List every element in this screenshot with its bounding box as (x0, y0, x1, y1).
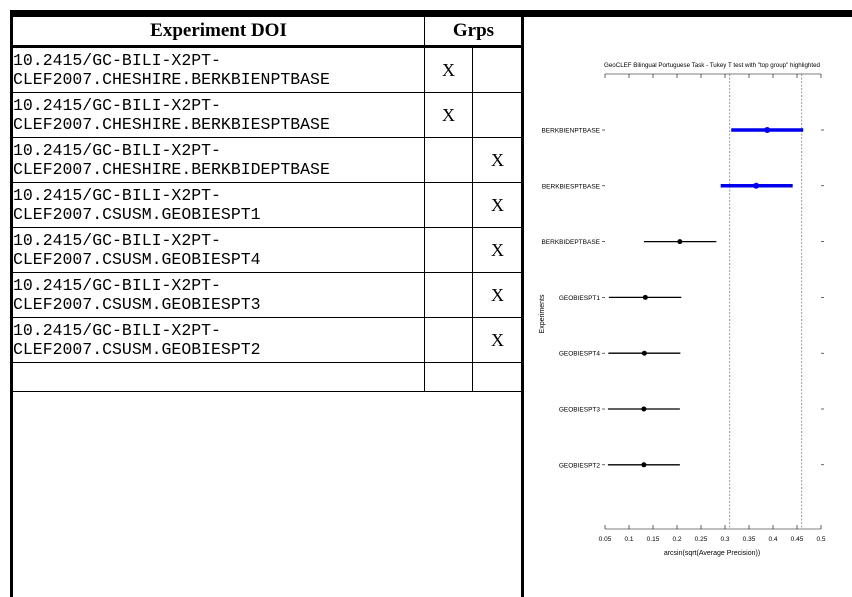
group-2-mark: X (472, 272, 523, 318)
x-tick-label: 0.1 (624, 536, 633, 543)
y-tick-label: GEOBIESPT4 (559, 351, 601, 358)
blank-cell (472, 362, 523, 392)
group-1-mark: X (424, 92, 473, 138)
group-1-mark (424, 227, 473, 273)
group-2-mark: X (472, 182, 523, 228)
blank-cell (12, 362, 425, 392)
group-1-mark: X (424, 46, 473, 93)
x-tick-label: 0.5 (816, 536, 825, 543)
center-divider (521, 10, 524, 597)
chart-ylabel: Experiments (539, 294, 546, 333)
doi-line-2: CLEF2007.CHESHIRE.BERKBIENPTBASE (13, 70, 330, 89)
doi-line-2: CLEF2007.CSUSM.GEOBIESPT2 (13, 340, 261, 359)
group-2-mark: X (472, 137, 523, 183)
experiment-doi-cell: 10.2415/GC-BILI-X2PT- CLEF2007.CSUSM.GEOB… (12, 272, 425, 318)
y-tick-label: BERKBIESPTBASE (542, 183, 601, 190)
table-row: 10.2415/GC-BILI-X2PT- CLEF2007.CSUSM.GEOB… (12, 317, 523, 363)
header-grps: Grps (424, 16, 523, 48)
x-tick-label: 0.15 (647, 536, 660, 543)
group-2-mark (472, 92, 523, 138)
experiment-doi-cell: 10.2415/GC-BILI-X2PT- CLEF2007.CSUSM.GEOB… (12, 227, 425, 273)
doi-line-2: CLEF2007.CSUSM.GEOBIESPT4 (13, 250, 261, 269)
table-row: 10.2415/GC-BILI-X2PT- CLEF2007.CHESHIRE.B… (12, 46, 523, 93)
chart-xlabel: arcsin(sqrt(Average Precision)) (664, 550, 760, 557)
doi-line-2: CLEF2007.CSUSM.GEOBIESPT1 (13, 205, 261, 224)
x-tick-label: 0.45 (791, 536, 804, 543)
x-tick-label: 0.05 (599, 536, 612, 543)
header-experiment-doi: Experiment DOI (12, 16, 425, 48)
table-row: 10.2415/GC-BILI-X2PT- CLEF2007.CHESHIRE.B… (12, 137, 523, 183)
table-row: 10.2415/GC-BILI-X2PT- CLEF2007.CSUSM.GEOB… (12, 272, 523, 318)
x-tick-label: 0.35 (743, 536, 756, 543)
x-tick-label: 0.25 (695, 536, 708, 543)
table-row-blank (12, 362, 523, 392)
y-tick-label: BERKBIENPTBASE (541, 128, 600, 135)
experiment-doi-cell: 10.2415/GC-BILI-X2PT- CLEF2007.CHESHIRE.B… (12, 137, 425, 183)
experiment-doi-cell: 10.2415/GC-BILI-X2PT- CLEF2007.CSUSM.GEOB… (12, 182, 425, 228)
table-row: 10.2415/GC-BILI-X2PT- CLEF2007.CSUSM.GEOB… (12, 182, 523, 228)
group-2-mark: X (472, 317, 523, 363)
group-1-mark (424, 272, 473, 318)
table-row: 10.2415/GC-BILI-X2PT- CLEF2007.CHESHIRE.B… (12, 92, 523, 138)
doi-line-1: 10.2415/GC-BILI-X2PT- (13, 276, 221, 295)
doi-line-1: 10.2415/GC-BILI-X2PT- (13, 96, 221, 115)
mean-point (764, 127, 771, 133)
y-tick-label: GEOBIESPT2 (559, 462, 601, 469)
x-tick-label: 0.3 (720, 536, 729, 543)
table-body: 10.2415/GC-BILI-X2PT- CLEF2007.CHESHIRE.B… (12, 46, 523, 392)
group-1-mark (424, 182, 473, 228)
plot-layer: 0.05 0.1 0.15 0.2 0.25 0.3 0.35 0.4 0.45 0.5 BERKB… (541, 73, 826, 543)
group-2-mark (472, 46, 523, 93)
group-1-mark (424, 317, 473, 363)
blank-cell (424, 362, 473, 392)
experiment-doi-cell: 10.2415/GC-BILI-X2PT- CLEF2007.CSUSM.GEOB… (12, 317, 425, 363)
chart-svg: GeoCLEF Bilingual Portuguese Task - Tuke… (539, 62, 826, 557)
table-header-row: Experiment DOI Grps (12, 16, 523, 48)
y-tick-label: BERKBIDEPTBASE (541, 239, 600, 246)
x-tick-label: 0.4 (768, 536, 777, 543)
doi-line-1: 10.2415/GC-BILI-X2PT- (13, 231, 221, 250)
experiment-table: Experiment DOI Grps 10.2415/GC-BILI-X2PT… (12, 16, 523, 392)
group-2-mark: X (472, 227, 523, 273)
mean-point (641, 350, 647, 356)
experiment-doi-cell: 10.2415/GC-BILI-X2PT- CLEF2007.CHESHIRE.B… (12, 46, 425, 93)
mean-point (641, 406, 647, 412)
top-border (10, 10, 852, 17)
mean-point (753, 182, 760, 189)
table-row: 10.2415/GC-BILI-X2PT- CLEF2007.CSUSM.GEOB… (12, 227, 523, 273)
doi-line-2: CLEF2007.CHESHIRE.BERKBIESPTBASE (13, 115, 330, 134)
mean-point (641, 462, 647, 468)
tukey-chart: GeoCLEF Bilingual Portuguese Task - Tuke… (524, 17, 852, 597)
mean-point (677, 239, 683, 245)
experiment-doi-cell: 10.2415/GC-BILI-X2PT- CLEF2007.CHESHIRE.B… (12, 92, 425, 138)
doi-line-1: 10.2415/GC-BILI-X2PT- (13, 141, 221, 160)
left-border (10, 10, 13, 597)
doi-line-2: CLEF2007.CSUSM.GEOBIESPT3 (13, 295, 261, 314)
doi-line-1: 10.2415/GC-BILI-X2PT- (13, 321, 221, 340)
doi-line-1: 10.2415/GC-BILI-X2PT- (13, 51, 221, 70)
y-tick-label: GEOBIESPT1 (559, 295, 601, 302)
x-tick-label: 0.2 (672, 536, 681, 543)
group-1-mark (424, 137, 473, 183)
chart-title: GeoCLEF Bilingual Portuguese Task - Tuke… (604, 62, 820, 69)
doi-line-1: 10.2415/GC-BILI-X2PT- (13, 186, 221, 205)
mean-point (642, 294, 648, 300)
doi-line-2: CLEF2007.CHESHIRE.BERKBIDEPTBASE (13, 160, 330, 179)
y-tick-label: GEOBIESPT3 (559, 407, 601, 414)
